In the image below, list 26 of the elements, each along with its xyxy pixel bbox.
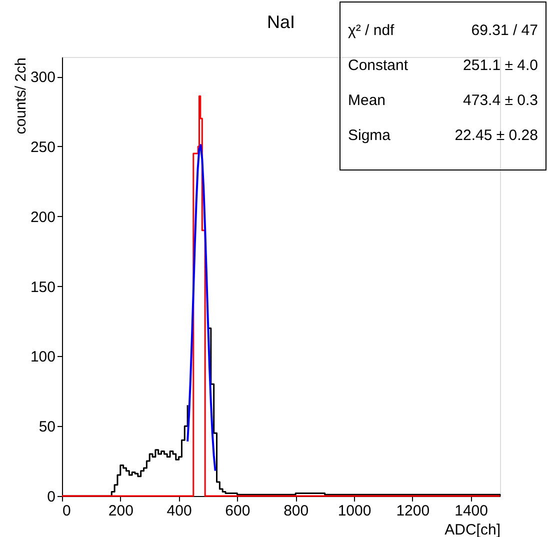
y-tick-label: 300 bbox=[30, 69, 56, 86]
annotation: Constant bbox=[348, 57, 409, 74]
text: 69.31 / 47 bbox=[471, 22, 538, 39]
chart-title: NaI bbox=[266, 12, 296, 32]
x-tick-label: 600 bbox=[225, 502, 250, 520]
x-tick-label: 1000 bbox=[338, 502, 372, 520]
y-axis-title: counts/ 2ch bbox=[12, 58, 30, 134]
text: χ² / ndf bbox=[348, 22, 396, 39]
annotation: 22.45 ± 0.28 bbox=[454, 127, 538, 144]
x-tick-label: 1200 bbox=[396, 502, 430, 520]
x-tick-label: 1400 bbox=[454, 502, 488, 520]
y-tick-label: 200 bbox=[30, 208, 56, 226]
line-series bbox=[186, 144, 216, 472]
x-tick-label: 200 bbox=[108, 502, 134, 520]
x-tick-label: 0 bbox=[62, 502, 71, 520]
annotation: Mean bbox=[348, 92, 386, 109]
x-tick-label: 800 bbox=[284, 502, 309, 520]
x-tick-label: 400 bbox=[166, 502, 192, 520]
y-tick-label: 100 bbox=[30, 348, 56, 366]
y-tick-label: 0 bbox=[47, 488, 56, 506]
annotation: Sigma bbox=[348, 127, 392, 144]
y-tick-label: 250 bbox=[30, 138, 56, 156]
y-tick-label: 150 bbox=[30, 278, 56, 296]
annotation: 251.1 ± 4.0 bbox=[463, 57, 538, 74]
annotation: 473.4 ± 0.3 bbox=[463, 92, 538, 109]
y-tick-label: 50 bbox=[38, 418, 56, 436]
